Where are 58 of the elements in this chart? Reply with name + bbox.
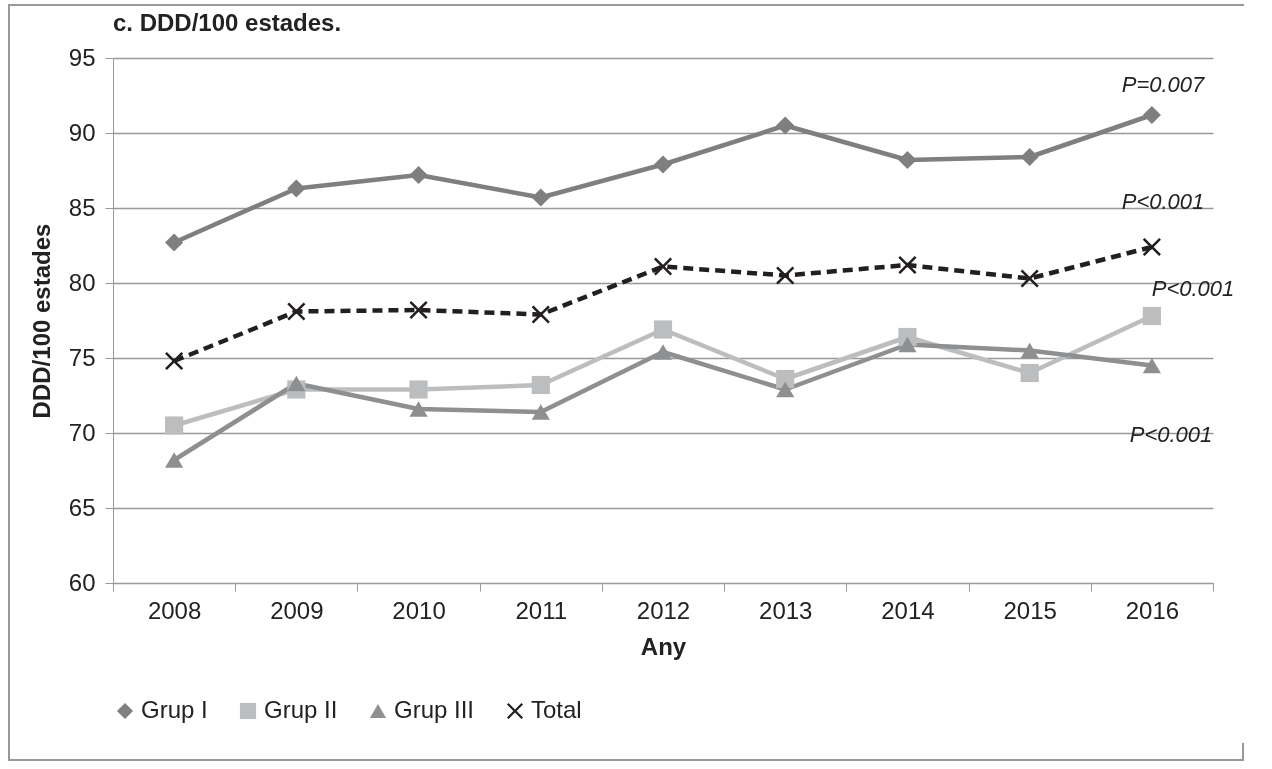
point	[409, 380, 428, 399]
legend-label: Grup III	[394, 696, 475, 723]
y-axis-title: DDD/100 estades	[27, 223, 55, 419]
point	[1020, 363, 1039, 383]
point	[1142, 105, 1161, 125]
legend-label: Total	[531, 696, 582, 723]
legend-label: Grup I	[141, 696, 208, 723]
point	[898, 255, 917, 275]
point	[1142, 306, 1161, 326]
x-tick-label: 2008	[147, 596, 202, 624]
x-tick-label: 2015	[1003, 596, 1057, 624]
point	[1020, 342, 1039, 359]
y-tick-label: 75	[68, 343, 96, 371]
x-tick-label: 2011	[515, 596, 568, 624]
y-tick-label: 60	[68, 568, 96, 596]
point	[409, 401, 428, 417]
point	[531, 188, 550, 207]
chart-title: c. DDD/100 estades.	[113, 9, 342, 36]
x-tick-label: 2010	[392, 596, 446, 624]
annotation: P<0.001	[1121, 189, 1205, 214]
point	[287, 375, 306, 392]
x-axis-title: Any	[640, 632, 687, 660]
x-tick-label: 2009	[270, 596, 324, 624]
legend-label: Grup II	[264, 696, 338, 723]
point	[165, 233, 184, 252]
y-tick-label: 90	[68, 118, 96, 146]
point	[531, 375, 550, 395]
y-tick-label: 65	[68, 493, 96, 521]
point	[776, 381, 795, 398]
point	[653, 344, 673, 360]
point	[1142, 357, 1161, 374]
point	[776, 369, 795, 389]
point	[898, 150, 917, 170]
annotation: P=0.007	[1121, 72, 1206, 97]
point	[1020, 147, 1039, 167]
y-tick-label: 85	[68, 193, 96, 221]
x-tick-label: 2014	[881, 596, 935, 624]
y-tick-label: 95	[68, 43, 96, 71]
annotation: P<0.001	[1151, 276, 1235, 301]
point	[165, 452, 184, 468]
point	[653, 320, 673, 339]
point	[409, 300, 428, 320]
point	[531, 305, 550, 324]
point	[898, 336, 917, 353]
point	[409, 165, 428, 185]
y-tick-label: 70	[68, 418, 96, 446]
x-tick-label: 2013	[759, 596, 813, 624]
x-tick-label: 2016	[1125, 596, 1180, 624]
point	[776, 116, 795, 135]
y-tick-label: 80	[68, 268, 96, 296]
point	[776, 266, 795, 285]
point	[165, 416, 184, 435]
annotation: P<0.001	[1129, 422, 1213, 447]
point	[531, 404, 550, 420]
x-tick-label: 2012	[636, 596, 691, 624]
point	[287, 179, 306, 198]
point	[653, 155, 673, 174]
point	[653, 257, 673, 276]
